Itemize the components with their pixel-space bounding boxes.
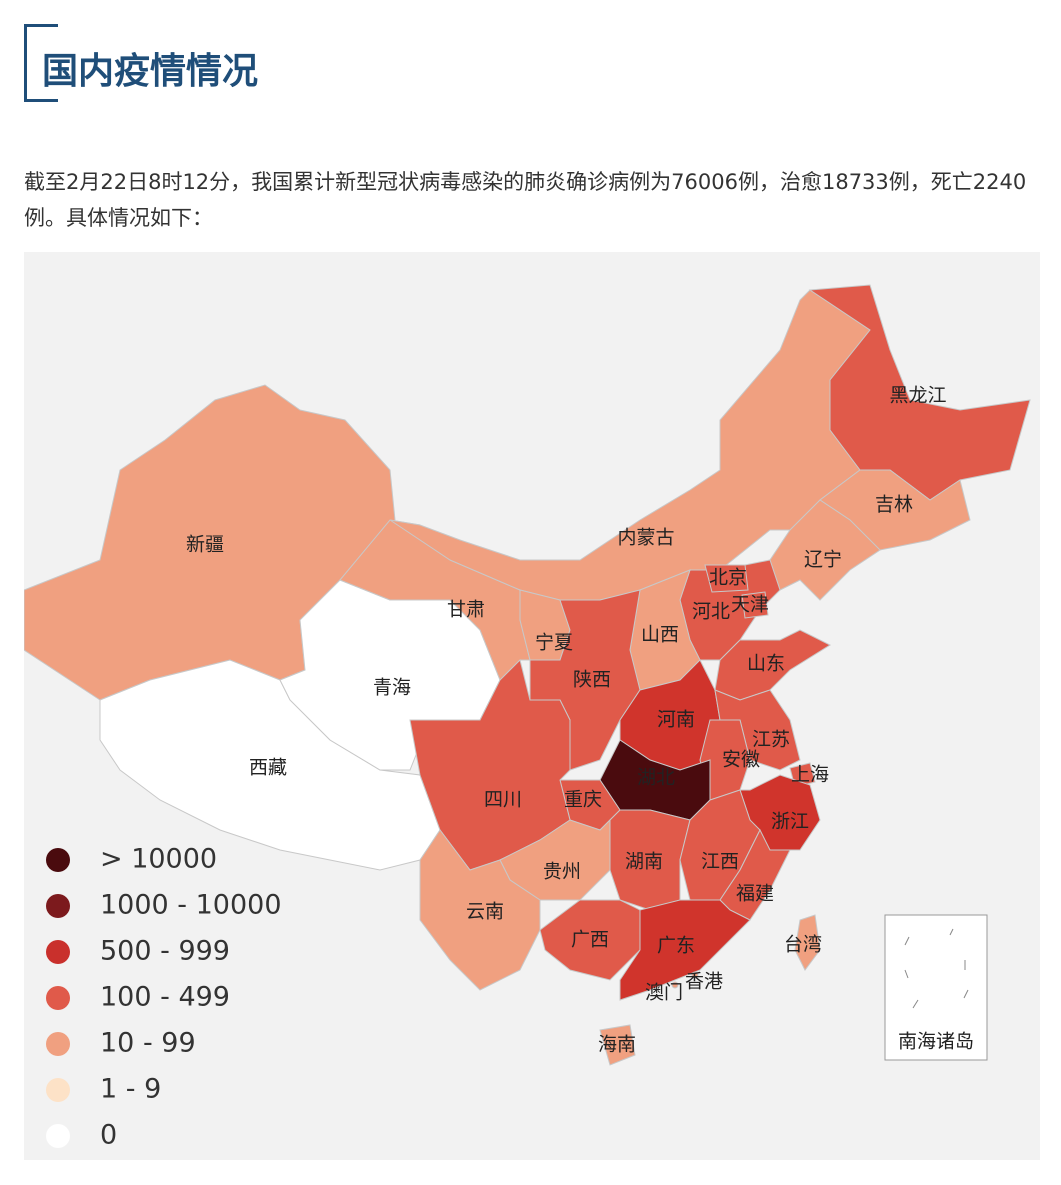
region-label: 澳门 xyxy=(645,982,683,1004)
legend-label: 100 - 499 xyxy=(100,982,230,1013)
section-title: 国内疫情情况 xyxy=(42,51,259,92)
inset-frame xyxy=(884,914,988,1061)
region-shape xyxy=(619,899,751,1001)
region-shape xyxy=(671,981,679,989)
legend-label: 500 - 999 xyxy=(100,936,230,967)
region-shape xyxy=(704,564,749,593)
region-label: 重庆 xyxy=(564,789,602,811)
legend-label: 10 - 99 xyxy=(100,1028,196,1059)
inset xyxy=(884,914,988,1061)
region-label: 吉林 xyxy=(875,494,913,516)
region-label: 贵州 xyxy=(543,861,581,883)
region-label: 云南 xyxy=(466,901,504,923)
region-label: 宁夏 xyxy=(535,632,573,654)
region-label: 广西 xyxy=(571,929,609,951)
region-label: 广东 xyxy=(657,935,695,957)
legend-swatch xyxy=(46,1078,70,1102)
legend-label: 1 - 9 xyxy=(100,1074,161,1105)
region-shape xyxy=(691,971,699,979)
legend-swatch xyxy=(46,986,70,1010)
legend-label: > 10000 xyxy=(100,844,217,875)
region-label: 陕西 xyxy=(573,669,611,691)
region-label: 河南 xyxy=(657,709,695,731)
legend-swatch xyxy=(46,940,70,964)
region-label: 青海 xyxy=(373,677,411,699)
region-shape xyxy=(419,829,541,991)
region-label: 江西 xyxy=(701,851,739,873)
legend-swatch xyxy=(46,894,70,918)
region-label: 湖北 xyxy=(637,767,675,789)
region-label: 江苏 xyxy=(752,729,790,751)
region-label: 香港 xyxy=(685,971,723,993)
region-label: 四川 xyxy=(484,789,522,811)
region-label: 台湾 xyxy=(784,934,822,956)
region-shape xyxy=(609,809,691,911)
region-label: 河北 xyxy=(692,601,730,623)
region-label: 福建 xyxy=(736,883,774,905)
legend-label: 1000 - 10000 xyxy=(100,890,282,921)
region-label: 辽宁 xyxy=(804,549,842,571)
region-shape xyxy=(599,1024,636,1066)
region-label: 浙江 xyxy=(771,811,809,833)
legend-label: 0 xyxy=(100,1120,117,1151)
region-label: 黑龙江 xyxy=(889,385,946,407)
title-bracket xyxy=(24,24,58,102)
region-label: 山东 xyxy=(747,653,785,675)
intro-text: 截至2月22日8时12分，我国累计新型冠状病毒感染的肺炎确诊病例为76006例，… xyxy=(24,170,1027,230)
region-label: 天津 xyxy=(731,594,769,616)
region-label: 内蒙古 xyxy=(617,527,674,549)
inset-label: 南海诸岛 xyxy=(898,1031,974,1053)
region-label: 湖南 xyxy=(625,851,663,873)
region-label: 西藏 xyxy=(249,757,287,779)
region-label: 甘肃 xyxy=(447,599,485,621)
region-shape xyxy=(769,499,881,601)
legend-swatch xyxy=(46,848,70,872)
legend-swatch xyxy=(46,1124,70,1148)
region-label: 海南 xyxy=(598,1034,636,1056)
region-label: 新疆 xyxy=(186,534,224,556)
legend-swatch xyxy=(46,1032,70,1056)
region-label: 上海 xyxy=(791,764,829,786)
region-label: 安徽 xyxy=(722,749,760,771)
region-label: 山西 xyxy=(641,624,679,646)
region-shape xyxy=(741,591,769,619)
inset-islands xyxy=(904,928,969,1009)
region-shape xyxy=(794,914,821,971)
region-label: 北京 xyxy=(709,567,747,589)
